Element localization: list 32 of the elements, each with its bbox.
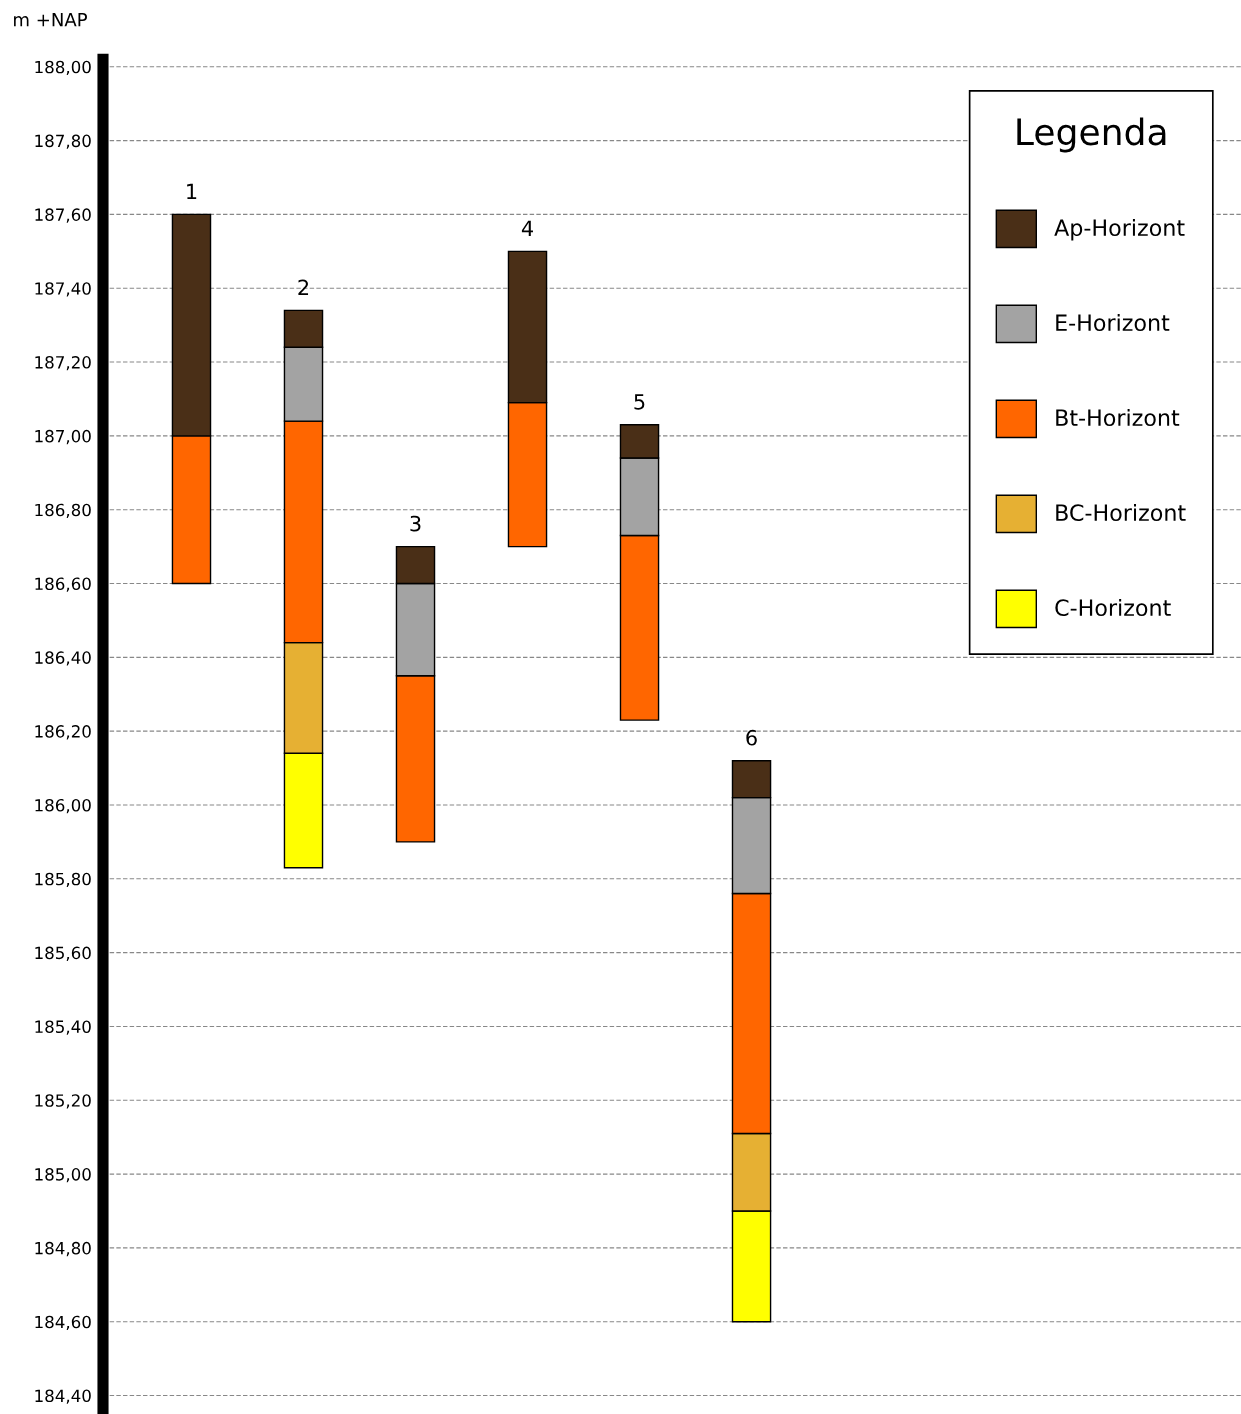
y-tick-label: 185,20: [35, 1094, 91, 1109]
annotation: 4: [521, 220, 533, 236]
y-tick-label: 185,40: [35, 1020, 91, 1035]
annotation: 5: [634, 394, 645, 410]
y-tick-label: 187,00: [35, 429, 91, 445]
legend-label: C-Horizont: [1055, 598, 1171, 617]
legend-label: E-Horizont: [1056, 313, 1170, 332]
annotation: 3: [410, 515, 421, 532]
y-tick-label: 187,40: [35, 282, 91, 297]
annotation: 2: [298, 279, 309, 295]
y-tick-label: 185,60: [35, 946, 91, 961]
y-tick-label: 188,00: [35, 60, 91, 76]
y-tick-label: 187,60: [35, 208, 91, 223]
y-tick-label: 186,20: [35, 725, 91, 740]
annotation: 1: [187, 183, 197, 199]
y-tick-label: 184,60: [35, 1315, 91, 1330]
y-tick-label: 184,80: [35, 1241, 91, 1257]
y-tick-label: 186,40: [35, 651, 91, 666]
y-tick-label: 185,00: [35, 1168, 91, 1183]
y-axis-title: m +NAP: [14, 13, 87, 27]
y-tick-label: 187,80: [35, 134, 91, 149]
y-tick-label: 186,60: [35, 577, 91, 592]
y-tick-label: 186,80: [35, 503, 91, 518]
legend-title: Legenda: [1017, 117, 1166, 153]
annotation: 6: [746, 729, 757, 746]
legend-label: Bt-Horizont: [1056, 408, 1180, 427]
y-tick-label: 185,80: [35, 872, 91, 888]
y-tick-label: 186,00: [35, 798, 91, 814]
y-tick-label: 184,40: [35, 1389, 91, 1404]
y-tick-label: 187,20: [35, 356, 91, 371]
legend-label: BC-Horizont: [1056, 503, 1186, 522]
legend-label: Ap-Horizont: [1054, 218, 1185, 241]
